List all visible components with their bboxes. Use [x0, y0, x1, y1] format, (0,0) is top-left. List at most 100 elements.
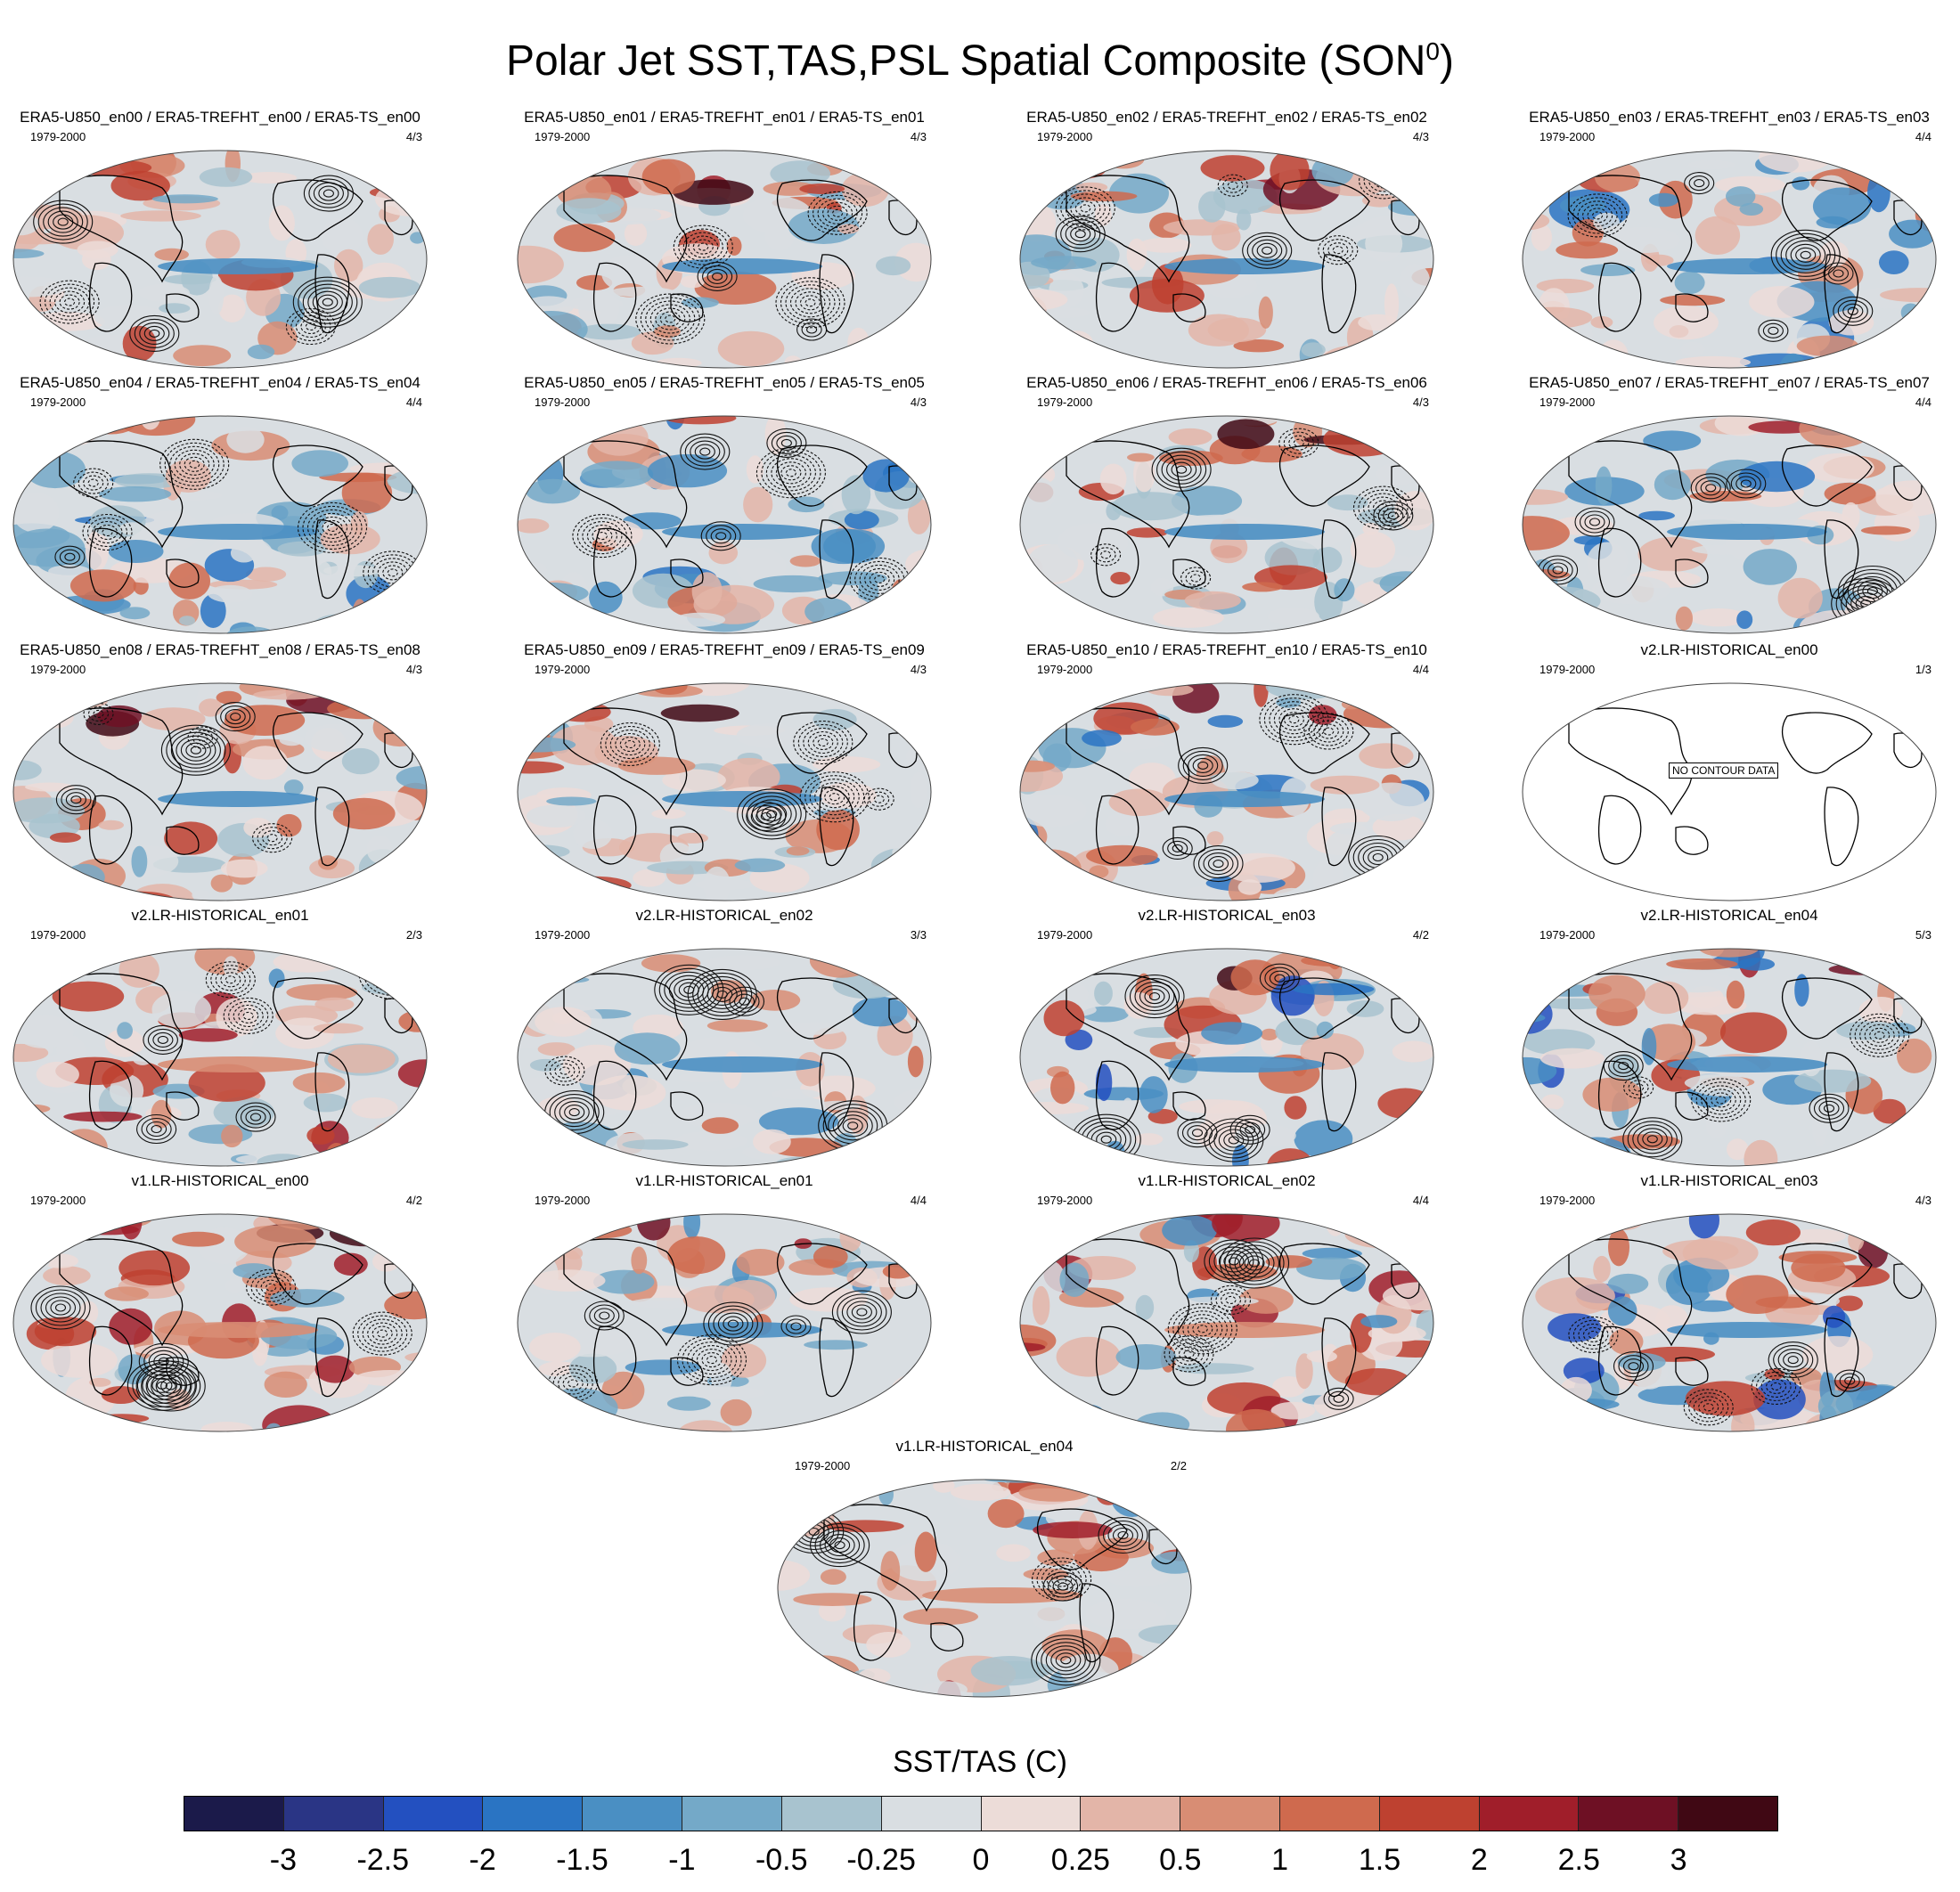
anomaly-patch: [141, 707, 206, 731]
psl-contour: [152, 1032, 174, 1048]
anomaly-patch: [1312, 546, 1343, 573]
psl-contour: [93, 709, 104, 718]
coastline: [1824, 1317, 1859, 1398]
psl-contour: [554, 1097, 595, 1128]
psl-contour: [317, 294, 339, 310]
anomaly-patch: [13, 249, 45, 258]
anomaly-patch: [531, 1269, 606, 1292]
coastline: [1095, 1060, 1139, 1130]
psl-contour: [1572, 1319, 1613, 1350]
psl-contour: [771, 431, 802, 454]
psl-contour: [1823, 1104, 1835, 1113]
anomaly-patch: [1817, 1390, 1854, 1423]
psl-contour: [179, 453, 210, 476]
anomaly-patch: [224, 705, 306, 736]
psl-contour: [1701, 1085, 1742, 1115]
anomaly-patch: [678, 1072, 724, 1083]
coastline: [88, 795, 133, 865]
colorbar-tick-label: 2: [1470, 1843, 1488, 1877]
map-outline: [12, 415, 428, 634]
psl-contour: [729, 990, 760, 1013]
psl-contour: [158, 1357, 169, 1366]
panel-title: v1.LR-HISTORICAL_en04: [895, 1438, 1074, 1455]
psl-contour: [1098, 1516, 1148, 1554]
coastline: [88, 262, 133, 332]
panel-ratio: 4/3: [1915, 1194, 1931, 1207]
anomaly-patch: [314, 997, 355, 1012]
anomaly-patch: [1115, 1344, 1177, 1370]
coastline: [1066, 1238, 1190, 1347]
psl-contour: [678, 228, 729, 265]
anomaly-patch: [1284, 1096, 1307, 1120]
anomaly-patch: [518, 349, 588, 368]
anomaly-patch: [1744, 1139, 1778, 1166]
anomaly-patch: [392, 868, 427, 880]
psl-contour: [1740, 479, 1752, 488]
psl-contour: [1139, 985, 1171, 1008]
anomaly-patch: [1816, 216, 1850, 229]
anomaly-patch: [283, 779, 304, 795]
anomaly-patch: [1150, 577, 1174, 597]
robinson-map: [1522, 150, 1937, 369]
anomaly-patch: [1523, 950, 1575, 975]
psl-contour: [1238, 1252, 1270, 1275]
map-outline: [1019, 150, 1434, 369]
psl-contour: [1278, 428, 1319, 458]
psl-contour: [1711, 1092, 1732, 1108]
psl-contour: [372, 958, 414, 990]
anomaly-patch: [138, 283, 190, 302]
anomaly-patch: [844, 510, 879, 530]
psl-contour: [382, 565, 404, 581]
coastline: [272, 444, 363, 507]
anomaly-patch: [318, 949, 363, 966]
anomaly-patch: [1808, 1158, 1838, 1166]
anomaly-patch: [1675, 606, 1693, 631]
robinson-map: [517, 1213, 932, 1432]
psl-contour: [235, 1102, 276, 1132]
anomaly-patch: [1884, 419, 1929, 444]
anomaly-patch: [1523, 949, 1554, 959]
psl-contour: [1032, 1557, 1092, 1602]
psl-contour: [658, 967, 719, 1012]
psl-contour: [1264, 966, 1295, 990]
anomaly-patch: [593, 1269, 655, 1294]
anomaly-patch: [553, 224, 616, 252]
coastline: [1781, 179, 1873, 241]
psl-contour: [1683, 1389, 1734, 1426]
psl-contour: [1223, 1132, 1245, 1148]
psl-contour: [1622, 1358, 1645, 1374]
psl-contour: [1197, 761, 1209, 770]
anomaly-patch: [874, 597, 899, 629]
anomaly-patch: [42, 1413, 113, 1423]
anomaly-patch: [1638, 510, 1675, 521]
psl-contour: [1691, 1078, 1752, 1122]
panel-years: 1979-2000: [1539, 663, 1596, 676]
psl-contour: [1869, 1027, 1891, 1043]
psl-contour: [151, 1371, 192, 1401]
psl-contour: [223, 997, 274, 1034]
anomaly-patch: [1523, 489, 1569, 505]
psl-contour: [205, 961, 256, 999]
psl-contour: [1332, 246, 1343, 255]
anomaly-patch: [540, 1121, 619, 1154]
panel-years: 1979-2000: [1037, 928, 1093, 942]
anomaly-patch: [1591, 575, 1670, 605]
coastline: [670, 293, 704, 322]
psl-contour: [1694, 179, 1705, 188]
anomaly-patch: [35, 346, 64, 365]
anomaly-patch: [1343, 698, 1425, 729]
coastline: [776, 712, 868, 774]
psl-contour: [1288, 715, 1300, 724]
anomaly-patch: [291, 450, 349, 477]
psl-contour: [290, 311, 331, 342]
anomaly-patch: [1896, 1038, 1932, 1073]
psl-contour: [87, 705, 110, 722]
coastline: [1675, 826, 1709, 855]
colorbar-tick-label: -1: [668, 1843, 696, 1877]
anomaly-patch: [1020, 593, 1037, 604]
anomaly-patch: [1595, 466, 1613, 506]
anomaly-patch: [163, 274, 216, 285]
psl-contour: [305, 322, 316, 331]
anomaly-patch: [104, 1286, 149, 1301]
anomaly-patch: [1323, 422, 1402, 457]
